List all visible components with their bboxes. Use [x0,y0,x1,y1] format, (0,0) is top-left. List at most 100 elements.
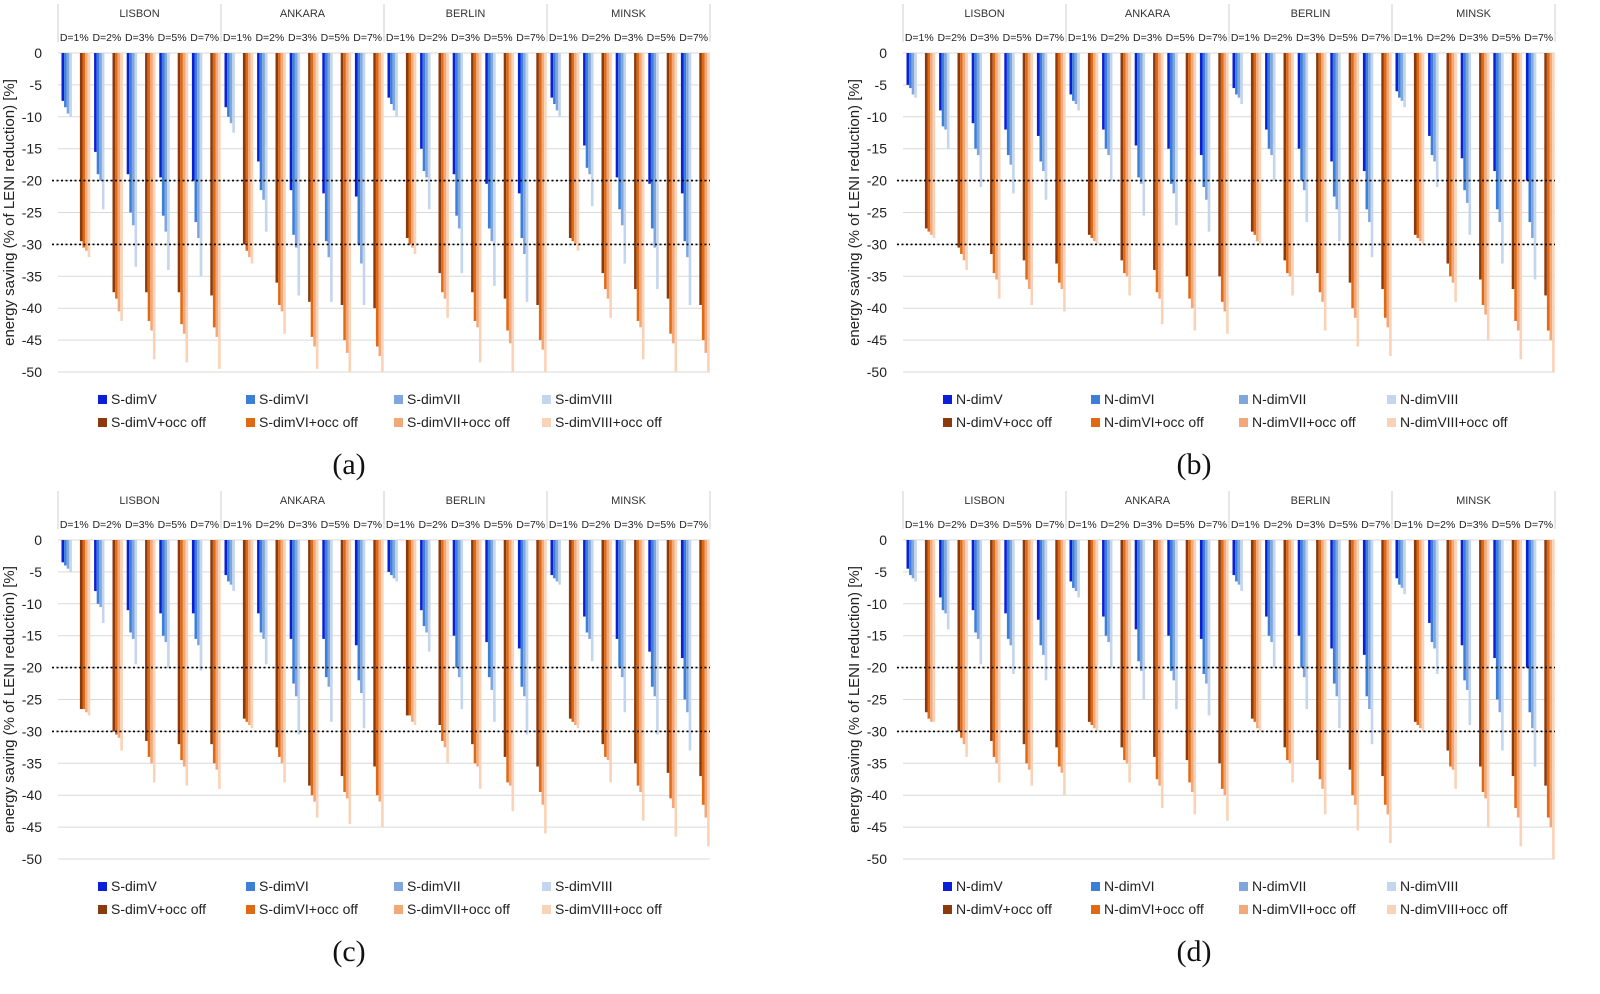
bar [330,540,333,722]
bar [965,540,968,757]
subgroup-label: D=1% [386,519,415,531]
subgroup-label: D=5% [158,32,187,44]
bar [1267,53,1271,149]
bar [94,540,97,592]
panel-letter: (a) [332,448,365,481]
bar [215,540,219,770]
bar [1383,53,1387,318]
bar [1077,53,1080,111]
bar [210,53,213,296]
subgroup-label: D=3% [614,519,643,531]
subgroup-label: D=3% [1133,32,1162,44]
bar [1468,540,1472,726]
bar [99,540,102,607]
bar [248,53,251,258]
bar [85,540,88,713]
bar [520,540,524,687]
subgroup-label: D=1% [60,519,89,531]
bar [134,53,138,267]
bar [294,53,298,248]
bar [1400,540,1404,588]
bar [199,53,203,277]
bar [965,53,968,270]
bar [441,540,444,741]
bar [1223,53,1227,312]
bar [360,540,363,694]
bar [674,540,678,837]
bar [960,540,963,738]
bar [1288,540,1292,764]
bar [395,540,398,582]
bar [87,540,91,716]
subgroup-label: D=2% [937,32,966,44]
bar [180,53,183,325]
group-label: LISBON [964,495,1004,507]
bar [387,540,391,572]
bar [357,540,361,681]
bar [218,53,221,369]
subgroup-label: D=2% [255,519,284,531]
legend-swatch [542,395,551,404]
bar [1433,540,1436,649]
legend-swatch [1239,418,1248,427]
bar [147,540,151,757]
subgroup-label: D=1% [1231,519,1260,531]
bar [555,540,559,582]
bar [544,540,547,834]
y-tick-label: 0 [879,45,887,61]
bar [1193,53,1197,331]
y-tick-label: -50 [867,364,887,380]
bar [478,53,482,363]
bar [707,540,710,847]
bar [1090,53,1094,239]
y-tick-label: -30 [22,723,42,739]
bar [1226,540,1229,821]
bar [906,540,910,569]
chart-panel: 0 -5 -10 -15 -20 -25 -30 -35 -40 -45 -50 LISBON D=1%… [1,4,711,481]
bar [1087,53,1091,235]
subgroup-label: D=1% [549,519,578,531]
bar [422,540,426,627]
bar [636,53,640,321]
bar [245,540,249,722]
bar [1413,53,1417,235]
bar [1365,53,1369,210]
legend-swatch [1091,905,1100,914]
subgroup-label: D=5% [1166,32,1195,44]
bar [585,540,589,633]
bar [701,53,705,341]
bar [345,53,349,353]
bar [1519,53,1523,360]
bar [61,53,65,101]
y-tick-label: -25 [867,205,887,221]
bar [653,540,657,697]
subgroup-label: D=1% [386,32,415,44]
bar [1093,540,1096,729]
bar [420,53,423,149]
bar [262,53,265,200]
bar [1552,53,1555,372]
bar [310,53,314,337]
bar [1123,540,1126,761]
bar [1104,540,1108,636]
legend-label: S-dimVI [259,391,309,407]
subgroup-label: D=7% [1524,32,1553,44]
bar [460,53,464,274]
bar [1486,540,1490,828]
y-tick-label: -30 [22,236,42,252]
y-tick-label: 0 [34,45,42,61]
legend-swatch [394,905,403,914]
bar [944,53,947,130]
bar [283,540,286,783]
bar [145,53,148,293]
bar [671,540,675,808]
bar [525,540,529,735]
bar [1036,540,1040,620]
bar [1185,540,1189,761]
bar [1413,540,1417,722]
bar [94,53,97,152]
subgroup-label: D=7% [679,32,708,44]
bar [438,53,442,274]
bar [446,540,449,764]
subgroup-label: D=7% [1361,32,1390,44]
